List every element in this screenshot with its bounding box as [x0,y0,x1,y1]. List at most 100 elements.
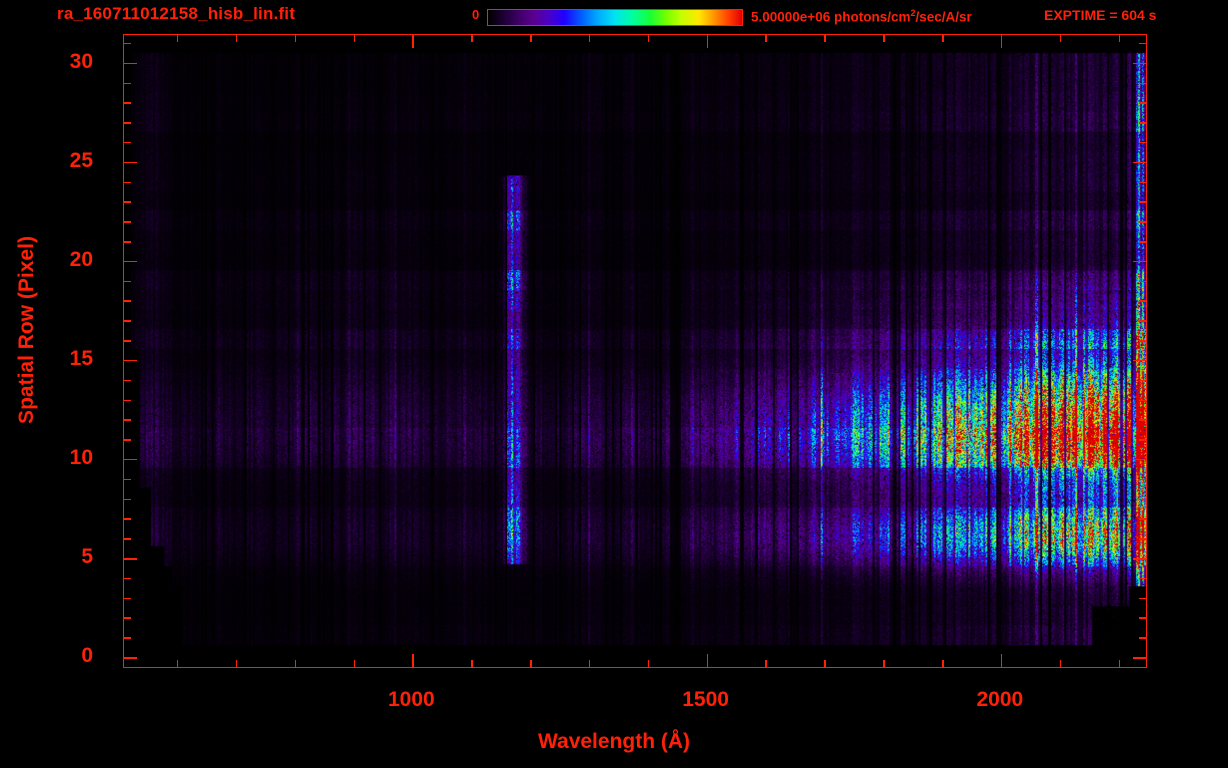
x-tick-top-1300 [588,35,591,42]
x-tick-label-2000: 2000 [976,688,1024,711]
x-tick-1300 [588,660,591,667]
x-tick-top-1400 [647,35,650,42]
colorbar-units-pre: photons/cm [830,9,911,25]
x-tick-1700 [824,660,826,667]
y-tick-right-8 [1139,498,1146,501]
y-tick-21 [124,241,131,243]
y-tick-right-29 [1139,82,1146,85]
y-tick-29 [124,82,131,85]
y-tick-right-1 [1139,637,1146,639]
exptime-annotation: EXPTIME = 604 s [1044,7,1157,23]
y-tick-right-25 [1133,161,1146,164]
y-tick-2 [124,617,131,619]
y-tick-24 [124,181,131,184]
x-tick-1600 [765,660,767,667]
y-tick-right-13 [1139,399,1146,402]
y-tick-right-30 [1133,62,1146,65]
x-tick-top-1600 [765,35,767,42]
y-tick-right-27 [1139,122,1146,124]
y-tick-7 [124,518,131,520]
y-axis-title: Spatial Row (Pixel) [15,236,38,424]
y-tick-10 [124,458,137,461]
y-tick-right-7 [1139,518,1146,520]
y-tick-right-11 [1139,439,1146,441]
y-tick-label-0: 0 [81,644,93,668]
colorbar-units-post: /sec/A/sr [915,9,972,25]
x-tick-1400 [647,660,650,667]
x-tick-top-1800 [883,35,885,42]
y-tick-27 [124,122,131,124]
y-tick-right-6 [1139,538,1146,540]
x-tick-1100 [471,660,473,667]
y-tick-8 [124,498,131,501]
y-tick-right-20 [1133,260,1146,263]
y-tick-label-5: 5 [81,545,93,569]
y-tick-28 [124,102,131,104]
y-tick-right-5 [1133,558,1146,560]
y-tick-right-9 [1139,478,1146,481]
colorbar-min-label: 0 [472,7,480,22]
y-tick-right-3 [1139,597,1146,600]
y-tick-0 [124,657,137,659]
x-axis-title: Wavelength (Å) [537,730,691,753]
y-tick-right-12 [1139,419,1146,421]
x-tick-top-2200 [1118,35,1121,42]
y-tick-15 [124,359,137,362]
colorbar-units-exponent: 2 [910,8,916,18]
colorbar-gradient [487,9,743,26]
y-tick-1 [124,637,131,639]
x-tick-top-1100 [471,35,473,42]
y-tick-right-18 [1139,300,1146,302]
y-tick-right-21 [1139,241,1146,243]
x-tick-800 [294,660,297,667]
y-tick-16 [124,340,131,342]
y-tick-3 [124,597,131,600]
y-tick-31 [124,42,131,45]
y-tick-right-19 [1139,280,1146,283]
y-tick-right-4 [1139,577,1146,580]
x-tick-top-900 [353,35,356,42]
x-tick-900 [353,660,356,667]
y-tick-9 [124,478,131,481]
y-tick-4 [124,577,131,580]
y-tick-right-28 [1139,102,1146,104]
y-tick-right-26 [1139,141,1146,144]
y-tick-20 [124,260,137,263]
y-tick-label-30: 30 [69,49,93,73]
y-tick-right-24 [1139,181,1146,184]
y-tick-18 [124,300,131,302]
x-tick-1800 [883,660,885,667]
x-tick-2200 [1118,660,1121,667]
y-tick-22 [124,221,131,223]
y-tick-right-23 [1139,201,1146,203]
x-tick-top-600 [176,35,179,42]
y-tick-13 [124,399,131,402]
x-tick-top-1000 [412,35,414,48]
y-tick-11 [124,439,131,441]
x-tick-1900 [942,660,944,667]
y-tick-right-15 [1133,359,1146,362]
x-tick-label-1000: 1000 [388,688,435,711]
x-tick-600 [176,660,179,667]
y-tick-23 [124,201,131,203]
y-tick-label-15: 15 [69,346,93,370]
y-tick-12 [124,419,131,421]
spectrogram-image [124,35,1146,667]
y-tick-label-25: 25 [69,148,93,172]
x-tick-top-1500 [706,35,709,48]
x-tick-top-800 [294,35,297,42]
y-tick-17 [124,320,131,322]
y-tick-6 [124,538,131,540]
y-tick-right-14 [1139,379,1146,382]
y-tick-14 [124,379,131,382]
x-tick-top-2100 [1059,35,1062,42]
y-tick-right-22 [1139,221,1146,223]
y-tick-25 [124,161,137,164]
y-tick-right-17 [1139,320,1146,322]
y-tick-right-31 [1139,42,1146,45]
y-tick-label-20: 20 [69,247,93,271]
file-title: ra_160711012158_hisb_lin.fit [57,4,296,23]
x-tick-1500 [706,654,709,667]
x-tick-top-1700 [824,35,826,42]
